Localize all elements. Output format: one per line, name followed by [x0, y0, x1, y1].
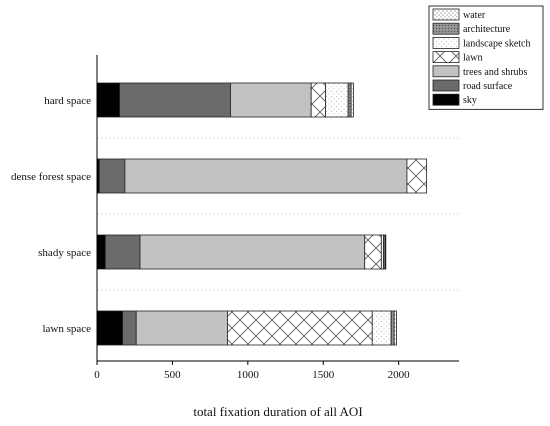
bar-segment-lawn-space-sky [96, 310, 124, 346]
bars-group [96, 82, 427, 346]
bar-segment-hard-space-trees-and-shrubs [230, 82, 312, 118]
legend-swatch-architecture [432, 22, 460, 35]
bar-segment-shady-space-lawn [364, 234, 382, 270]
bar-segment-lawn-space-trees-and-shrubs [135, 310, 228, 346]
bar-segment-hard-space-architecture [347, 82, 352, 118]
legend-label-road-surface: road surface [463, 81, 513, 92]
bar-segment-hard-space-lawn [310, 82, 326, 118]
bar-segment-hard-space-landscape-sketch [325, 82, 349, 118]
legend-label-water: water [463, 10, 486, 21]
x-tick-label-1500: 1500 [312, 369, 335, 381]
legend-swatch-road-surface [432, 79, 460, 92]
legend-label-lawn: lawn [463, 53, 482, 64]
separator-lines [97, 137, 459, 291]
x-tick-label-0: 0 [94, 369, 100, 381]
bar-segment-shady-space-water [384, 234, 387, 270]
bar-segment-shady-space-trees-and-shrubs [139, 234, 366, 270]
legend-swatch-landscape-sketch [432, 37, 460, 49]
bar-segment-hard-space-sky [96, 82, 121, 118]
bar-segment-dense-forest-space-lawn [406, 158, 427, 194]
legend: water architecture landscape sketch lawn tre… [428, 5, 544, 110]
bar-segment-lawn-space-road-surface [122, 310, 137, 346]
legend-swatch-trees-and-shrubs [432, 65, 460, 78]
x-tick-label-1000: 1000 [237, 369, 260, 381]
legend-swatch-water [432, 8, 460, 21]
category-label-hard-space: hard space [44, 95, 91, 107]
x-tick-label-2000: 2000 [388, 369, 411, 381]
bar-segment-shady-space-road-surface [104, 234, 141, 270]
bar-segment-dense-forest-space-trees-and-shrubs [124, 158, 408, 194]
x-axis-title: total fixation duration of all AOI [193, 404, 362, 419]
x-axis-ticks: 0 500 1000 1500 2000 [94, 361, 410, 381]
bar-segment-lawn-space-lawn [227, 310, 373, 346]
legend-label-trees-and-shrubs: trees and shrubs [463, 67, 528, 78]
category-label-lawn-space: lawn space [42, 323, 91, 335]
legend-swatch-sky [432, 93, 460, 106]
bar-segment-lawn-space-landscape-sketch [371, 310, 392, 346]
x-tick-label-500: 500 [164, 369, 181, 381]
legend-swatch-lawn [432, 51, 460, 63]
bar-segment-lawn-space-architecture [390, 310, 395, 346]
category-labels: hard space dense forest space shady space l… [11, 95, 91, 335]
bar-segment-hard-space-road-surface [119, 82, 231, 118]
bar-segment-dense-forest-space-road-surface [98, 158, 126, 194]
bar-segment-hard-space-water [350, 82, 354, 118]
legend-label-sky: sky [463, 95, 477, 106]
bar-segment-lawn-space-water [393, 310, 397, 346]
bar-segment-shady-space-sky [96, 234, 106, 270]
category-label-shady-space: shady space [38, 247, 91, 259]
legend-label-architecture: architecture [463, 24, 511, 35]
category-label-dense-forest-space: dense forest space [11, 171, 91, 183]
legend-label-landscape-sketch: landscape sketch [463, 38, 530, 49]
